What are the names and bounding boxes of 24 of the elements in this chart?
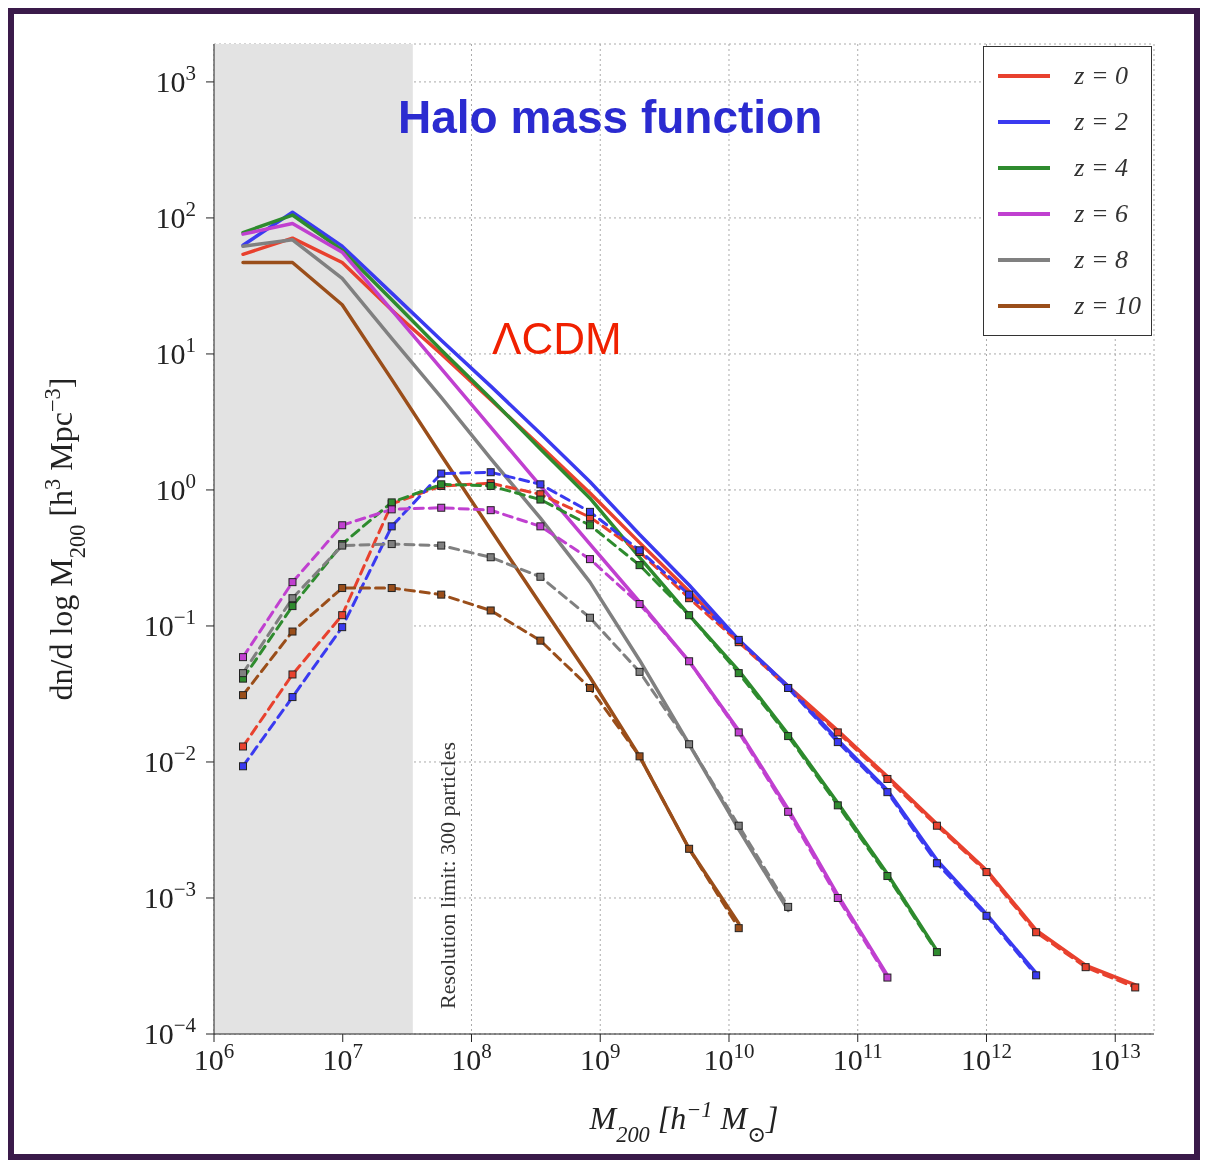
y-tick-label: 10$^{1}$ bbox=[155, 332, 196, 370]
text: Halo mass function bbox=[398, 90, 823, 144]
legend-label: z = 2 bbox=[1074, 107, 1128, 137]
x-tick-label: 10$^{10}$ bbox=[703, 1039, 755, 1076]
y-tick-label: 10$^{−2}$ bbox=[143, 740, 196, 778]
x-tick-label: 10$^{8}$ bbox=[451, 1039, 492, 1076]
y-tick-label: 10$^{−1}$ bbox=[143, 604, 196, 642]
band-label: Resolution limit: 300 particles bbox=[434, 741, 460, 1009]
x-axis-title: M$_{200}$ [h$^{−1}$ M$_{⊙}$] bbox=[588, 1096, 779, 1147]
legend-label: z = 4 bbox=[1074, 153, 1128, 183]
x-tick-label: 10$^{9}$ bbox=[580, 1039, 621, 1076]
legend-label: z = 10 bbox=[1074, 291, 1141, 321]
annotation: ΛCDM bbox=[492, 314, 622, 364]
y-tick-label: 10$^{0}$ bbox=[155, 468, 196, 506]
legend-label: z = 8 bbox=[1074, 245, 1128, 275]
x-tick-label: 10$^{7}$ bbox=[322, 1039, 363, 1076]
x-tick-label: 10$^{13}$ bbox=[1089, 1039, 1141, 1076]
x-tick-label: 10$^{11}$ bbox=[832, 1039, 883, 1076]
legend-label: z = 0 bbox=[1074, 61, 1128, 91]
y-tick-label: 10$^{−3}$ bbox=[143, 876, 196, 914]
x-tick-label: 10$^{12}$ bbox=[960, 1039, 1012, 1076]
y-tick-label: 10$^{2}$ bbox=[155, 196, 196, 234]
legend-label: z = 6 bbox=[1074, 199, 1128, 229]
y-tick-label: 10$^{3}$ bbox=[155, 60, 196, 98]
